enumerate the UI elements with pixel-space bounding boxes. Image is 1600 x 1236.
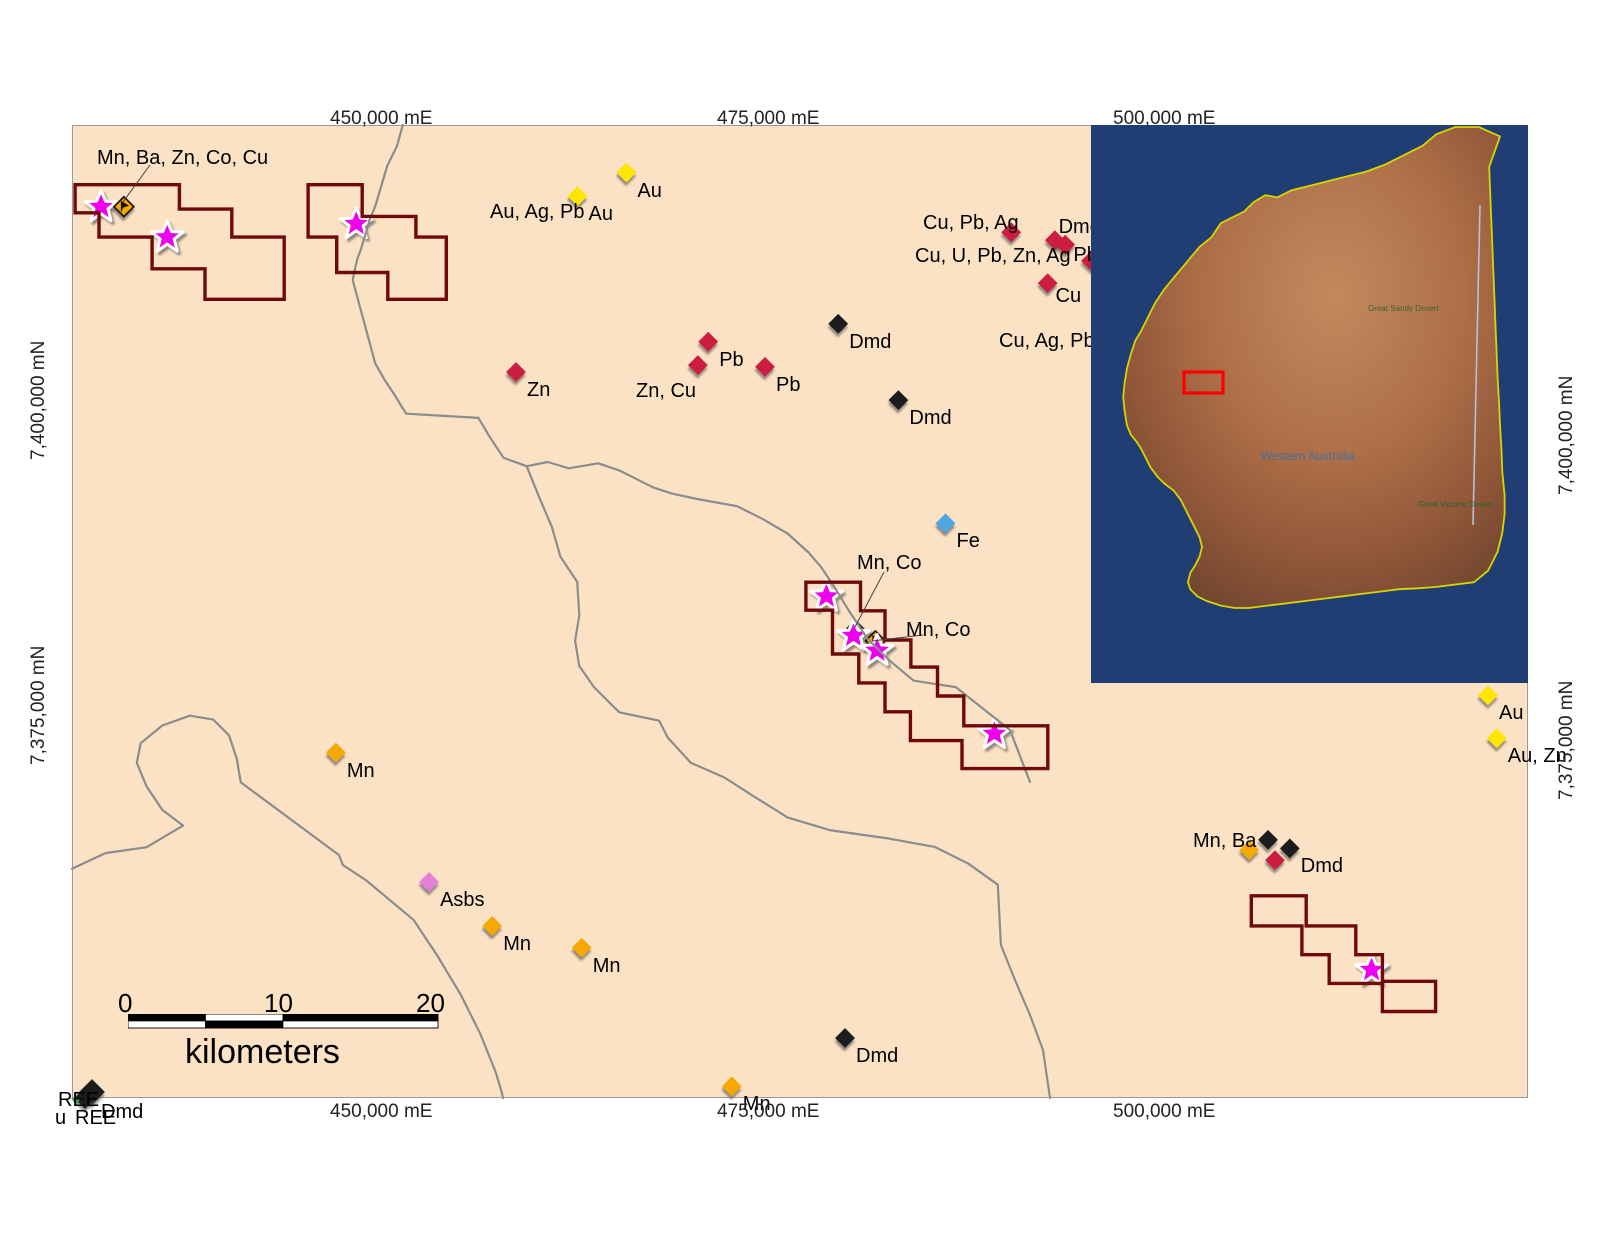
svg-text:Great Victoria Desert: Great Victoria Desert	[1418, 500, 1493, 509]
svg-text:Western Australia: Western Australia	[1261, 449, 1355, 463]
svg-text:Great Sandy Desert: Great Sandy Desert	[1368, 304, 1439, 313]
